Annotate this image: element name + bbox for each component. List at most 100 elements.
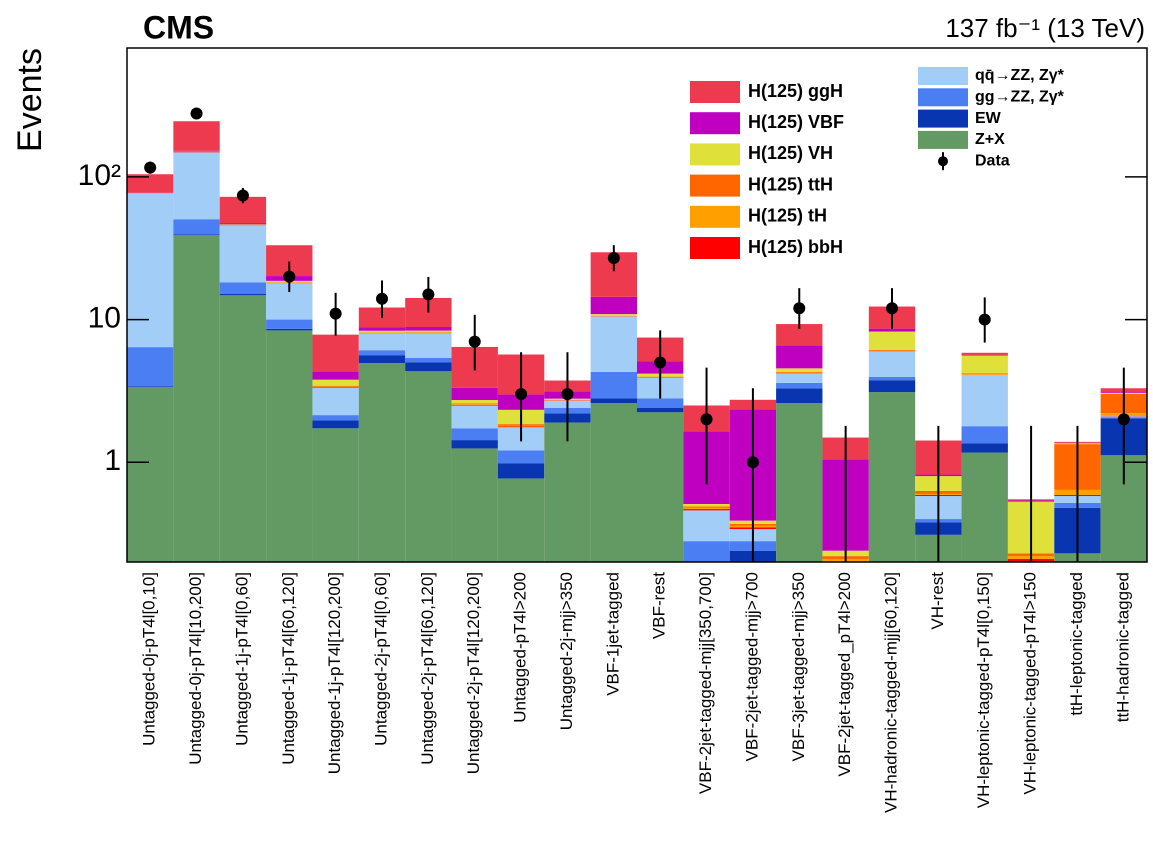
bar-segment	[868, 331, 916, 350]
bar-segment	[405, 362, 452, 372]
bar-segment	[266, 330, 313, 562]
legend-swatch	[690, 237, 740, 259]
legend-label: H(125) ttH	[748, 174, 833, 194]
bar-segment	[590, 398, 637, 404]
x-tick-label: Untagged-0j-pT4l[0,10]	[140, 572, 159, 746]
legend-swatch	[918, 88, 968, 107]
bar-segment	[312, 379, 359, 386]
data-point	[515, 388, 528, 401]
bar-segment	[451, 400, 498, 404]
bar-segment	[312, 387, 359, 416]
bar-segment	[683, 506, 730, 508]
bar-segment	[590, 316, 637, 372]
legend-swatch	[690, 143, 740, 166]
data-point	[886, 302, 898, 315]
bar-segment	[776, 324, 823, 346]
x-tick-label: Untagged-1j-pT4l[120,200]	[325, 572, 344, 774]
bar-segment	[405, 357, 452, 363]
bar-segment	[961, 352, 1008, 355]
bar-segment	[451, 404, 498, 405]
bar-segment	[173, 234, 220, 236]
bar-segment	[358, 350, 406, 356]
bar-segment	[961, 452, 1008, 562]
bar-segment	[127, 347, 174, 387]
plot-frame	[126, 47, 1148, 563]
bar-segment	[451, 403, 498, 405]
bar-segment	[776, 373, 823, 383]
x-tick-label: VBF-2jet-tagged-mjj>700	[742, 572, 761, 761]
x-tick-label: VH-rest	[928, 572, 947, 630]
x-tick-label: Untagged-0j-pT4l[10,200]	[186, 572, 205, 765]
data-point	[607, 252, 620, 265]
x-tick-label: ttH-leptonic-tagged	[1067, 572, 1086, 716]
bar-segment	[312, 420, 359, 429]
bar-segment	[219, 294, 267, 296]
y-tick-label: 10²	[78, 159, 121, 192]
legend-swatch	[918, 67, 968, 85]
bar-segment	[451, 387, 498, 401]
data-point	[236, 189, 249, 202]
data-point	[422, 288, 435, 301]
bar-segment	[961, 373, 1008, 375]
bar-segment	[776, 382, 823, 389]
x-tick-label: VH-leptonic-tagged-pT4l[0,150]	[974, 572, 993, 808]
bar-segment	[683, 510, 730, 542]
bar-segment	[358, 363, 406, 562]
bar-segment	[173, 152, 220, 220]
x-tick-label: VBF-2jet-tagged_pT4l>200	[835, 572, 854, 777]
bar-segment	[219, 223, 267, 225]
bar-segment	[590, 371, 637, 399]
bar-segment	[127, 386, 174, 388]
bar-segment	[683, 509, 730, 511]
legend-label: qq̄→ZZ, Zγ*	[975, 67, 1065, 84]
legend-marker	[938, 156, 948, 167]
bar-segment	[868, 351, 916, 377]
x-tick-label: Untagged-2j-pT4l[0,60]	[371, 572, 390, 746]
x-tick-label: Untagged-1j-pT4l[60,120]	[279, 572, 298, 765]
x-tick-label: Untagged-1j-pT4l[0,60]	[232, 572, 251, 746]
bar-segment	[173, 235, 220, 562]
bar-segment	[451, 448, 498, 562]
legend-swatch	[918, 130, 968, 149]
data-point	[978, 313, 991, 326]
bar-segment	[173, 150, 220, 152]
bar-segment	[868, 350, 916, 352]
data-point	[468, 335, 481, 348]
y-axis-label: Events	[11, 48, 49, 152]
bar-segment	[683, 503, 730, 507]
bar-segment	[451, 428, 498, 441]
bar-segment	[127, 387, 174, 562]
bar-segment	[312, 334, 359, 372]
x-tick-label: Untagged-2j-pT4l[60,120]	[418, 572, 437, 765]
bar-segment	[776, 345, 823, 369]
data-point	[376, 292, 388, 305]
bar-segment	[219, 295, 267, 562]
x-tick-label: Untagged-2j-mjj>350	[557, 572, 576, 730]
x-tick-label: Untagged-pT4l>200	[511, 572, 530, 723]
data-point	[700, 413, 713, 426]
legend-label: Data	[975, 152, 1010, 169]
chart-subtitle: 137 fb⁻¹ (13 TeV)	[945, 13, 1145, 43]
bar-segment	[683, 541, 730, 562]
bar-segment	[961, 355, 1008, 374]
bar-segment	[312, 371, 359, 380]
bar-segment	[544, 422, 591, 562]
bar-segment	[776, 368, 823, 372]
bar-segment	[961, 374, 1008, 427]
legend-label: H(125) ggH	[748, 81, 843, 101]
x-tick-label: Untagged-2j-pT4l[120,200]	[464, 572, 483, 774]
bar-segment	[312, 415, 359, 421]
x-tick-label: ttH-hadronic-tagged	[1113, 572, 1132, 722]
legend-swatch	[918, 109, 968, 128]
bar-segment	[358, 330, 406, 333]
bar-segment	[590, 403, 637, 562]
data-point	[561, 388, 574, 401]
bar-segment	[358, 355, 406, 364]
legend-label: gg→ZZ, Zγ*	[975, 89, 1065, 106]
data-point	[144, 161, 157, 174]
bar-segment	[497, 463, 545, 479]
legend-swatch	[690, 81, 740, 103]
legend-swatch	[690, 205, 740, 228]
bar-segment	[266, 328, 313, 331]
